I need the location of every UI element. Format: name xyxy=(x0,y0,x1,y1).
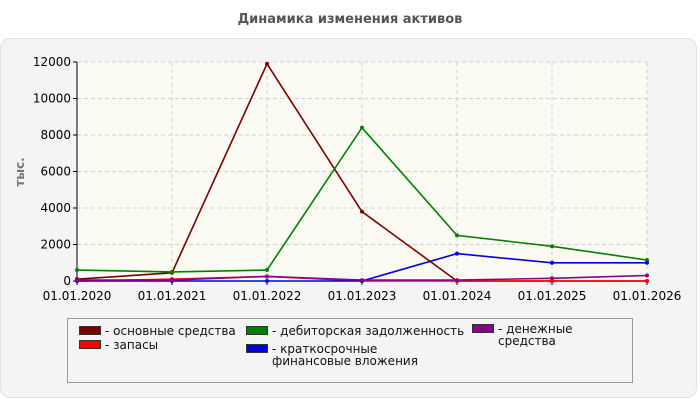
legend-swatch xyxy=(472,324,494,333)
y-tick-label: 10000 xyxy=(33,92,71,106)
y-tick-labels: 0 2000 4000 6000 8000 10000 12000 xyxy=(33,55,71,288)
chart-title: Динамика изменения активов xyxy=(237,12,463,27)
y-tick-label: 2000 xyxy=(40,238,71,252)
x-tick-label: 01.01.2022 xyxy=(233,289,302,303)
legend-swatch xyxy=(246,344,268,353)
legend-label: - запасы xyxy=(105,338,159,352)
x-tick-label: 01.01.2026 xyxy=(613,289,682,303)
y-tick-label: 6000 xyxy=(40,165,71,179)
legend: - основные средства - запасы - дебиторск… xyxy=(67,318,633,383)
x-tick-label: 01.01.2024 xyxy=(423,289,492,303)
legend-swatch xyxy=(79,340,101,349)
data-point xyxy=(75,268,79,273)
series-lines xyxy=(75,61,649,283)
y-axis-label: тыс. xyxy=(13,157,27,186)
data-point xyxy=(265,279,269,283)
y-tick-label: 0 xyxy=(63,274,71,288)
data-point xyxy=(550,244,554,249)
legend-label: - дебиторская задолженность xyxy=(272,324,465,338)
data-point xyxy=(360,125,364,130)
data-point xyxy=(75,278,79,283)
data-point xyxy=(550,260,554,265)
legend-item-fixed-assets: - основные средства xyxy=(79,325,236,337)
legend-item-cash: - денежные средства xyxy=(472,323,632,347)
data-point xyxy=(360,278,364,283)
y-tick-label: 8000 xyxy=(40,128,71,142)
data-point xyxy=(645,258,649,263)
data-point xyxy=(265,268,269,273)
y-tick-label: 4000 xyxy=(40,201,71,215)
data-point xyxy=(645,260,649,265)
legend-label: - основные средства xyxy=(105,324,236,338)
x-tick-labels: 01.01.2020 01.01.2021 01.01.2022 01.01.2023… xyxy=(43,289,682,303)
x-tick-label: 01.01.2020 xyxy=(43,289,112,303)
data-point xyxy=(265,274,269,279)
legend-swatch xyxy=(79,326,101,335)
data-point xyxy=(455,251,459,256)
x-tick-label: 01.01.2023 xyxy=(328,289,397,303)
data-point xyxy=(455,278,459,283)
data-point xyxy=(550,279,554,283)
data-point xyxy=(170,269,174,274)
x-tick-label: 01.01.2025 xyxy=(518,289,587,303)
data-point xyxy=(550,276,554,281)
legend-label: - краткосрочные финансовые вложения xyxy=(272,342,418,368)
data-point xyxy=(645,279,649,283)
x-tick-label: 01.01.2021 xyxy=(138,289,207,303)
legend-label: - денежные средства xyxy=(498,322,573,348)
grid xyxy=(77,61,648,281)
y-tick-label: 12000 xyxy=(33,55,71,69)
data-point xyxy=(360,209,364,214)
legend-swatch xyxy=(246,326,268,335)
data-point xyxy=(265,61,269,66)
legend-item-receivables: - дебиторская задолженность xyxy=(246,325,464,337)
data-point xyxy=(455,233,459,238)
legend-item-inventory: - запасы xyxy=(79,339,158,351)
legend-item-short-term-investments: - краткосрочные финансовые вложения xyxy=(246,343,456,367)
data-point xyxy=(170,278,174,283)
data-point xyxy=(645,273,649,278)
